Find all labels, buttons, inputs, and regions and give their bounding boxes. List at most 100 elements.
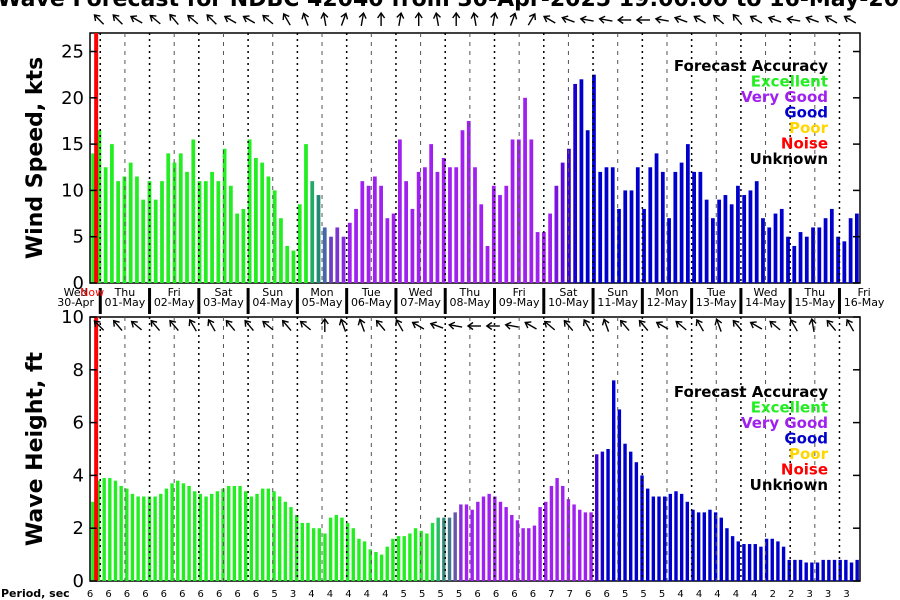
- wind-bar: [842, 241, 847, 283]
- wave-bar: [719, 517, 723, 581]
- wind-bar: [754, 181, 759, 283]
- wave-bar: [555, 478, 559, 581]
- wave-direction-arrow: [543, 320, 556, 331]
- period-value: 4: [714, 589, 720, 600]
- wind-bar: [642, 208, 646, 283]
- wave-bar: [91, 501, 95, 581]
- date-label: 30-Apr: [57, 296, 94, 309]
- wind-direction-arrow: [377, 11, 386, 26]
- period-value: 3: [843, 589, 849, 600]
- wave-bar: [266, 488, 271, 581]
- wave-direction-arrow: [808, 317, 817, 333]
- wind-direction-arrow: [452, 11, 461, 26]
- date-label: 15-May: [794, 296, 835, 309]
- wave-direction-arrow: [375, 319, 386, 332]
- date-label: 16-May: [844, 296, 885, 309]
- wind-bar: [185, 171, 189, 283]
- wave-bar: [481, 496, 486, 581]
- wind-bar: [579, 79, 584, 283]
- wave-bar: [668, 493, 673, 581]
- wave-bar: [832, 559, 837, 581]
- wave-direction-arrow: [619, 319, 630, 332]
- wave-bar: [159, 493, 163, 581]
- wind-direction-arrow: [561, 15, 575, 24]
- wave-direction-arrow: [299, 320, 312, 331]
- wave-bar: [136, 496, 140, 581]
- wind-bar: [160, 181, 164, 283]
- period-value: 3: [825, 589, 831, 600]
- wave-bar: [96, 480, 101, 581]
- wave-bar: [317, 528, 321, 581]
- period-value: 6: [530, 589, 536, 600]
- wind-direction-arrow: [358, 11, 367, 27]
- wind-direction-arrow: [414, 11, 423, 26]
- period-value: 4: [696, 589, 702, 600]
- wave-bar: [425, 533, 429, 581]
- period-value: 2: [770, 589, 776, 600]
- wave-bar: [798, 559, 803, 581]
- period-value: 6: [585, 589, 591, 600]
- wave-bar: [413, 528, 418, 581]
- wind-bar: [698, 171, 703, 283]
- wind-ytick-label: 25: [61, 42, 84, 63]
- wave-direction-arrow: [714, 318, 723, 332]
- wave-bar: [238, 485, 242, 581]
- wind-bar: [479, 204, 484, 283]
- wave-bar: [696, 512, 701, 581]
- wind-bar: [829, 208, 834, 283]
- chart-title: & Wave Forecast for NDBC 42040 from 30-A…: [0, 0, 900, 12]
- wind-bar: [291, 250, 296, 283]
- wave-direction-arrow: [244, 319, 254, 332]
- wave-bar: [544, 501, 548, 581]
- wave-bar: [578, 509, 582, 581]
- wave-bar: [210, 493, 214, 581]
- wave-bar: [108, 478, 112, 581]
- wave-bar: [323, 533, 327, 581]
- wind-direction-arrow: [616, 15, 632, 25]
- period-value: 6: [474, 589, 480, 600]
- wave-bar: [583, 512, 588, 581]
- wave-bar: [470, 509, 474, 581]
- date-label: 12-May: [647, 296, 688, 309]
- wind-direction-arrow: [843, 15, 857, 24]
- wind-bar: [761, 218, 765, 283]
- period-value: 6: [493, 589, 499, 600]
- period-value: 5: [659, 589, 665, 600]
- wind-bar: [610, 167, 615, 283]
- wind-bar: [166, 153, 171, 283]
- wind-bar: [128, 162, 133, 283]
- wind-bar: [110, 144, 114, 283]
- wind-bar: [398, 139, 402, 283]
- wind-bar: [429, 144, 434, 283]
- wind-bar: [410, 208, 415, 283]
- wave-bar: [193, 491, 197, 581]
- wind-bar: [322, 227, 327, 283]
- wind-bar: [654, 153, 659, 283]
- wave-bar: [702, 512, 706, 581]
- day-of-week-label: Thu: [459, 286, 481, 299]
- wind-direction-arrow: [187, 14, 199, 25]
- wind-bar: [203, 181, 208, 283]
- day-of-week-label: Wed: [754, 286, 778, 299]
- wind-direction-arrow: [490, 11, 499, 27]
- wave-direction-arrow: [262, 320, 274, 331]
- wave-direction-arrow: [225, 319, 236, 332]
- wind-bar: [554, 185, 559, 283]
- period-axis-label: Period, sec: [1, 587, 70, 600]
- wind-direction-arrow: [542, 15, 556, 24]
- wind-legend-item: Noise: [781, 135, 828, 153]
- wave-bar: [691, 509, 695, 581]
- wind-direction-arrow: [470, 11, 479, 27]
- wind-bar: [354, 208, 358, 283]
- day-of-week-label: Thu: [803, 286, 825, 299]
- wind-bar: [523, 97, 527, 283]
- period-value: 4: [382, 589, 388, 600]
- wave-direction-arrow: [320, 317, 329, 332]
- wave-bar: [538, 507, 542, 581]
- wind-bar: [297, 204, 302, 283]
- wave-legend-item: Noise: [781, 461, 828, 479]
- wave-bar: [153, 496, 157, 581]
- wave-bar: [623, 443, 627, 581]
- wave-bar: [657, 496, 661, 581]
